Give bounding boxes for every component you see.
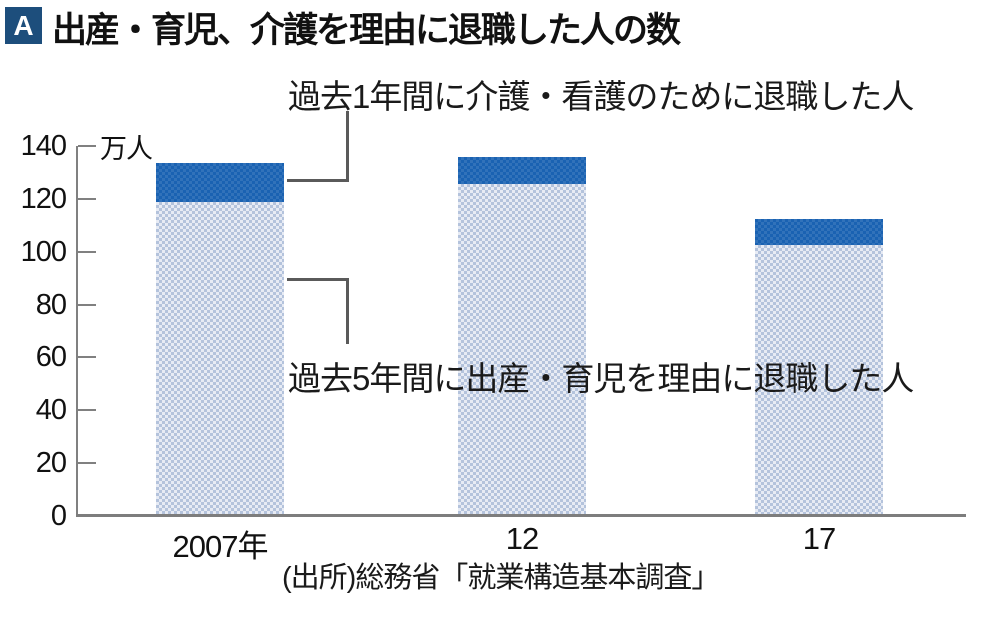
x-axis-label: 2007年 [172, 529, 269, 564]
stacked-bar-17 [755, 218, 883, 516]
care-connector-line [287, 179, 349, 182]
bar-segment-childbirth [755, 245, 883, 516]
care-connector-line [346, 111, 349, 182]
y-axis-label: 0 [50, 500, 67, 532]
stacked-bar-12 [458, 157, 586, 516]
x-axis-label: 17 [802, 521, 836, 556]
source-note: (出所)総務省「就業構造基本調査」 [282, 562, 720, 594]
annotation-care-label: 過去1年間に介護・看護のために退職した人 [288, 78, 914, 115]
x-axis-label: 12 [505, 521, 539, 556]
y-axis-label: 100 [20, 235, 67, 268]
bar-segment-childbirth [156, 201, 284, 516]
y-axis-label: 120 [20, 182, 67, 215]
chart-header: A 出産・育児、介護を理由に退職した人の数 [0, 0, 1000, 52]
y-axis-labels: 0 20 40 60 80 100 120 140 [0, 131, 67, 531]
stacked-bar-2007年 [156, 163, 284, 516]
y-axis-unit-label: 万人 [100, 134, 153, 164]
bar-segment-care [755, 218, 883, 246]
y-axis-tick [78, 409, 96, 412]
bar-segment-childbirth [458, 183, 586, 516]
y-axis-tick [78, 250, 96, 253]
y-axis-label: 140 [20, 130, 67, 162]
y-axis-tick [78, 356, 96, 359]
y-axis-tick [78, 145, 96, 147]
bar-segment-care [458, 157, 586, 184]
bar-segment-care [156, 163, 284, 202]
y-axis-tick [78, 197, 96, 200]
plot-area [76, 145, 966, 517]
section-badge: A [5, 7, 42, 44]
y-axis-tick [78, 462, 96, 465]
x-axis-line [76, 514, 966, 517]
chart-title: 出産・育児、介護を理由に退職した人の数 [52, 11, 681, 50]
y-axis-line [76, 146, 78, 516]
y-axis-label: 20 [35, 447, 67, 480]
annotation-childbirth-label: 過去5年間に出産・育児を理由に退職した人 [288, 360, 914, 397]
x-axis-labels: 2007年 12 17 [76, 521, 966, 564]
y-axis-tick [78, 303, 96, 306]
childbirth-connector-line [287, 278, 349, 281]
y-axis-label: 40 [35, 394, 67, 427]
y-axis-label: 60 [35, 341, 67, 374]
childbirth-connector-line [346, 278, 349, 344]
y-axis-label: 80 [35, 288, 67, 321]
